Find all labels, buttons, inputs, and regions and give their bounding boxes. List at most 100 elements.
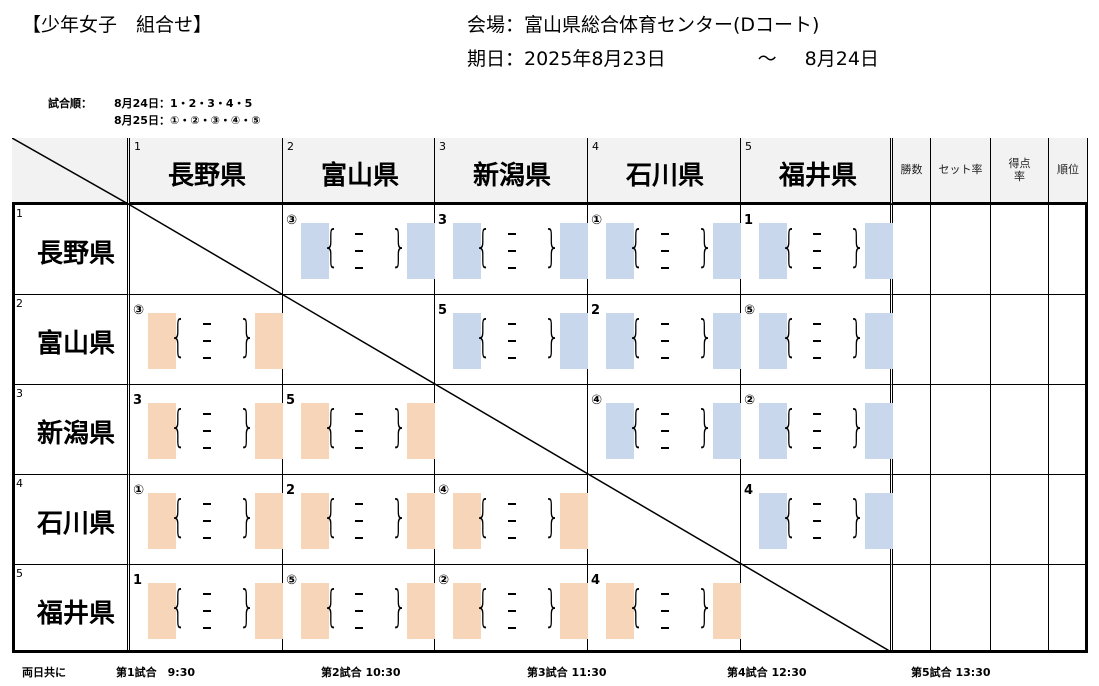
left-brace: { xyxy=(627,311,645,362)
footer-time-2: 第2試合 10:30 xyxy=(321,666,401,679)
match-cell[interactable]: {} 3 xyxy=(435,205,588,295)
page-title: 【少年女子 組合せ】 xyxy=(22,14,213,36)
score-dash xyxy=(660,413,669,415)
match-cell[interactable]: {} 5 xyxy=(283,385,435,475)
match-cell[interactable]: {} ④ xyxy=(588,385,741,475)
stat-cell xyxy=(931,205,991,295)
match-cell[interactable]: {} ① xyxy=(130,475,283,565)
score-shade-right xyxy=(560,223,588,279)
team-name: 新潟県 xyxy=(37,419,116,449)
score-dash xyxy=(507,233,516,235)
match-cell[interactable]: {} 2 xyxy=(588,295,741,385)
left-brace: { xyxy=(322,221,340,272)
left-brace: { xyxy=(474,581,492,632)
stat-header-label: 得点 率 xyxy=(1008,156,1031,183)
score-dash xyxy=(202,520,211,522)
score-dash xyxy=(813,447,821,449)
match-cell[interactable]: {} 2 xyxy=(283,475,435,565)
match-order-mark: 3 xyxy=(438,213,448,228)
score-dash xyxy=(507,537,516,539)
stat-cell xyxy=(893,565,931,653)
match-order-mark: 2 xyxy=(286,483,296,498)
score-dash xyxy=(813,430,821,432)
score-dash xyxy=(355,250,363,252)
match-cell[interactable]: {} ⑤ xyxy=(741,295,893,385)
score-dash xyxy=(813,413,821,415)
stat-cell xyxy=(1049,295,1088,385)
stat-cell xyxy=(931,385,991,475)
left-brace: { xyxy=(474,221,492,272)
score-shade-right xyxy=(407,223,435,279)
stat-cell xyxy=(893,385,931,475)
score-dash xyxy=(813,323,821,325)
match-cell[interactable]: {} ④ xyxy=(435,475,588,565)
match-cell[interactable]: {} 4 xyxy=(588,565,741,653)
left-brace: { xyxy=(627,221,645,272)
score-dash xyxy=(660,340,669,342)
column-header-2: 2 富山県 xyxy=(283,138,435,205)
match-cell[interactable]: {} ② xyxy=(741,385,893,475)
stat-cell xyxy=(893,205,931,295)
left-brace: { xyxy=(169,401,187,452)
match-cell[interactable]: {} ② xyxy=(435,565,588,653)
left-brace: { xyxy=(322,491,340,542)
right-brace: } xyxy=(238,491,256,542)
score-shade-right xyxy=(407,583,435,639)
score-dash xyxy=(202,430,211,432)
score-dash xyxy=(355,267,363,269)
match-cell[interactable]: {} 3 xyxy=(130,385,283,475)
score-shade-right xyxy=(713,223,741,279)
team-number: 1 xyxy=(134,140,141,153)
score-shade-right xyxy=(865,493,893,549)
score-dash xyxy=(355,610,363,612)
score-dash xyxy=(507,357,516,359)
stat-cell xyxy=(1049,565,1088,653)
match-cell[interactable]: {} 5 xyxy=(435,295,588,385)
match-cell[interactable]: {} ③ xyxy=(130,295,283,385)
match-cell[interactable]: {} ③ xyxy=(283,205,435,295)
venue: 会場：富山県総合体育センター(Dコート) xyxy=(467,14,820,36)
stat-cell xyxy=(931,565,991,653)
match-cell[interactable]: {} 1 xyxy=(741,205,893,295)
score-shade-right xyxy=(255,313,283,369)
match-cell[interactable]: {} 1 xyxy=(130,565,283,653)
stat-header-3: 得点 率 xyxy=(991,138,1049,205)
team-number: 2 xyxy=(16,297,23,310)
score-dash xyxy=(660,593,669,595)
right-brace: } xyxy=(543,221,561,272)
match-cell[interactable]: {} ⑤ xyxy=(283,565,435,653)
score-dash xyxy=(202,503,211,505)
score-shade-right xyxy=(713,313,741,369)
match-order-mark: 5 xyxy=(438,303,448,318)
team-number: 2 xyxy=(287,140,294,153)
team-number: 4 xyxy=(592,140,599,153)
score-dash xyxy=(355,233,363,235)
footer-time-3: 第3試合 11:30 xyxy=(527,666,607,679)
score-dash xyxy=(507,627,516,629)
diagonal-cell xyxy=(283,295,435,385)
stat-cell xyxy=(991,565,1049,653)
score-shade-right xyxy=(865,223,893,279)
right-brace: } xyxy=(543,491,561,542)
match-cell[interactable]: {} 4 xyxy=(741,475,893,565)
score-dash xyxy=(660,267,669,269)
row-header-1: 1 長野県 xyxy=(12,205,130,295)
left-brace: { xyxy=(780,311,798,362)
team-name: 長野県 xyxy=(168,161,247,191)
score-dash xyxy=(813,233,821,235)
right-brace: } xyxy=(238,581,256,632)
score-shade-right xyxy=(560,313,588,369)
corner-cell xyxy=(12,138,130,205)
match-order-mark: ② xyxy=(744,393,756,408)
stat-header-4: 順位 xyxy=(1049,138,1088,205)
score-dash xyxy=(660,233,669,235)
score-dash xyxy=(355,593,363,595)
score-dash xyxy=(202,610,211,612)
match-order-mark: 3 xyxy=(133,393,143,408)
score-dash xyxy=(202,537,211,539)
score-shade-right xyxy=(255,583,283,639)
team-name: 富山県 xyxy=(37,329,116,359)
column-header-4: 4 石川県 xyxy=(588,138,741,205)
score-shade-right xyxy=(865,313,893,369)
match-cell[interactable]: {} ① xyxy=(588,205,741,295)
